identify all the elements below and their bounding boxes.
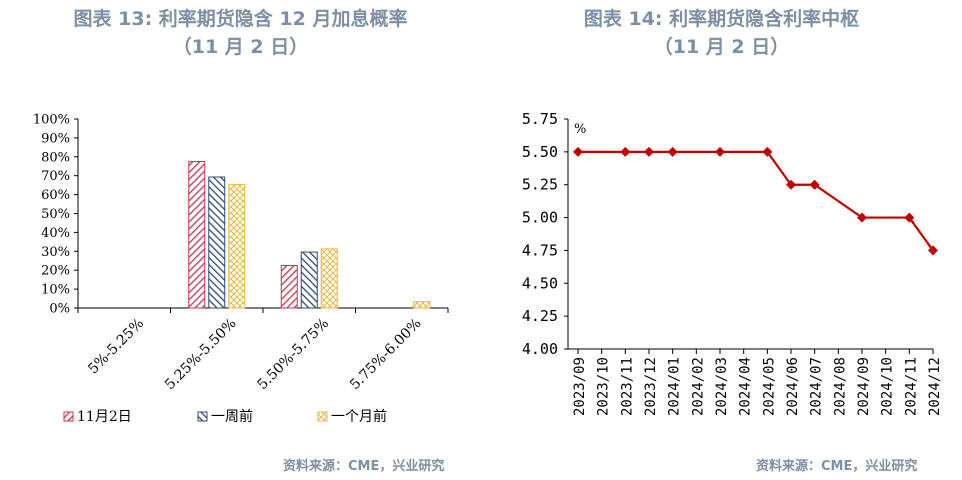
left-bar	[300, 251, 318, 309]
right-data-point	[904, 212, 915, 223]
left-y-tick-label: 50%	[41, 207, 70, 222]
left-chart-title: 图表 13: 利率期货隐含 12 月加息概率 （11 月 2 日）	[0, 5, 481, 61]
right-data-point	[620, 146, 631, 157]
right-x-tick-label: 2023/11	[619, 357, 635, 416]
right-x-tick-label: 2024/06	[785, 357, 801, 416]
right-x-tick-label: 2024/01	[667, 357, 683, 416]
right-x-tick-label: 2024/11	[903, 357, 919, 416]
left-bar	[413, 301, 431, 309]
right-series-line	[578, 150, 934, 252]
left-y-tick-label: 20%	[41, 264, 70, 279]
left-legend-label: 一周前	[211, 408, 253, 425]
right-source: 资料来源：CME，兴业研究	[756, 459, 918, 474]
right-x-tick-label: 2024/05	[761, 357, 777, 416]
right-x-tick-label: 2024/10	[880, 357, 896, 416]
left-legend-swatch	[197, 411, 208, 422]
right-x-tick-label: 2023/12	[643, 357, 659, 416]
left-source: 资料来源：CME，兴业研究	[283, 459, 445, 474]
left-y-tick-label: 90%	[41, 131, 70, 146]
left-bar	[280, 264, 298, 309]
right-y-tick-label: 5.00	[522, 209, 558, 227]
right-x-tick-label: 2024/07	[809, 357, 825, 416]
left-y-tick-label: 0%	[49, 302, 70, 317]
left-y-tick-label: 30%	[41, 245, 70, 260]
left-x-tick-label: 5.25%-5.50%	[162, 316, 240, 394]
left-bar	[188, 161, 206, 309]
right-data-point	[857, 212, 867, 223]
right-data-point	[715, 146, 725, 157]
right-data-point	[573, 146, 583, 157]
right-chart-title: 图表 14: 利率期货隐含利率中枢 （11 月 2 日）	[481, 5, 962, 61]
right-x-tick-label: 2024/03	[714, 357, 730, 416]
right-x-tick-label: 2024/09	[856, 357, 872, 416]
left-bar	[228, 183, 246, 309]
right-data-point	[786, 179, 796, 190]
left-y-tick-label: 80%	[41, 150, 70, 165]
left-bar-chart: 0% 10% 20% 30% 40% 50% 60% 70% 80% 90% 100% 5%-5.25…	[33, 113, 449, 425]
left-y-tick-label: 100%	[33, 113, 70, 128]
right-data-point	[762, 146, 773, 157]
right-y-tick-label: 4.25	[522, 307, 558, 325]
left-legend-label: 一个月前	[331, 408, 387, 425]
left-x-tick-label: 5%-5.25%	[85, 316, 147, 378]
right-data-point	[928, 245, 938, 256]
right-data-point	[809, 179, 820, 190]
right-x-tick-label: 2024/12	[927, 357, 943, 416]
left-title-text: 图表 13: 利率期货隐含 12 月加息概率	[73, 8, 408, 30]
left-bar	[208, 176, 226, 309]
right-title-text: 图表 14: 利率期货隐含利率中枢	[583, 8, 860, 30]
left-legend-swatch	[63, 411, 74, 422]
right-y-tick-label: 4.00	[522, 340, 558, 358]
right-x-tick-label: 2024/08	[832, 357, 848, 416]
right-y-unit: %	[574, 122, 586, 137]
left-x-tick-label: 5.50%-5.75%	[255, 316, 333, 394]
right-x-tick-label: 2024/02	[690, 357, 706, 416]
right-y-tick-label: 4.50	[522, 274, 558, 292]
right-x-tick-label: 2023/10	[596, 357, 612, 416]
left-y-tick-label: 10%	[41, 283, 70, 298]
right-data-point	[667, 146, 678, 157]
left-legend-label: 11月2日	[77, 409, 132, 425]
right-y-tick-label: 5.50	[522, 143, 558, 161]
left-y-tick-label: 70%	[41, 169, 70, 184]
left-legend-swatch	[317, 411, 328, 422]
right-x-tick-label: 2024/04	[738, 357, 754, 416]
right-data-point	[644, 146, 654, 157]
left-y-tick-label: 60%	[41, 188, 70, 203]
left-subtitle-text: （11 月 2 日）	[172, 36, 309, 58]
right-y-tick-label: 5.75	[522, 110, 558, 128]
right-y-tick-label: 5.25	[522, 176, 558, 194]
left-bar	[320, 248, 338, 309]
right-y-tick-label: 4.75	[522, 241, 558, 259]
right-x-tick-label: 2023/09	[572, 357, 588, 416]
left-y-tick-label: 40%	[41, 226, 70, 241]
right-subtitle-text: （11 月 2 日）	[653, 36, 790, 58]
right-line-chart: 4.00 4.25 4.50 4.75 5.00 5.25 5.50 5.75% 2023/09…	[522, 110, 943, 416]
left-x-tick-label: 5.75%-6.00%	[347, 316, 425, 394]
